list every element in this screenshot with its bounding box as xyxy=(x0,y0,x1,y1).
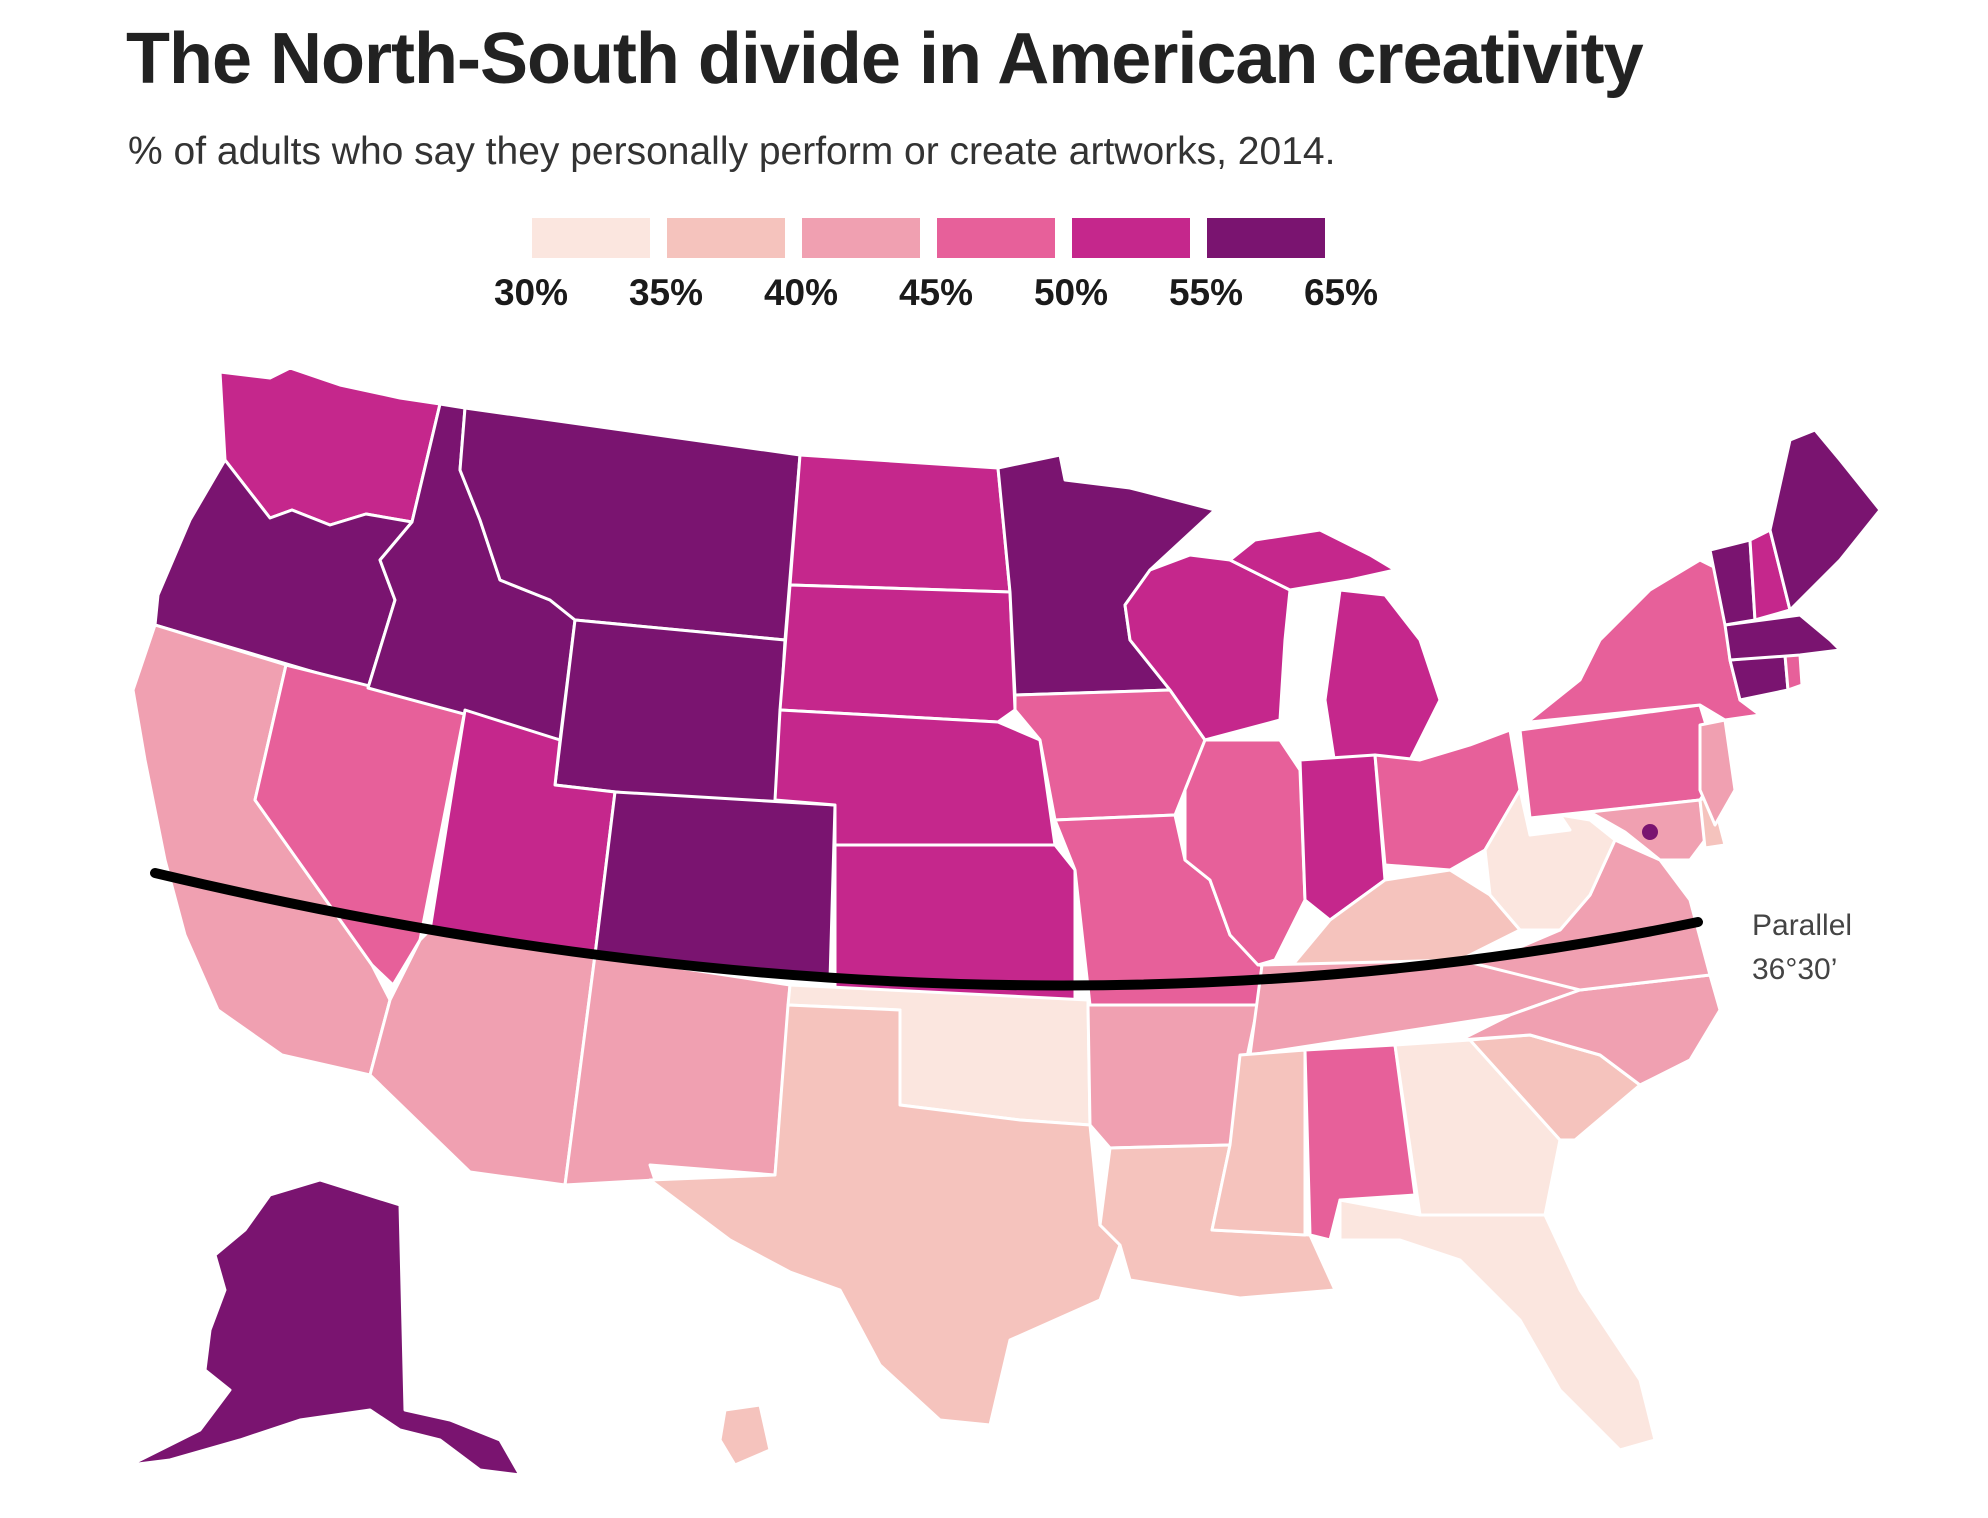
state-hawaii xyxy=(718,1403,772,1467)
state-illinois xyxy=(1183,738,1307,967)
state-alaska xyxy=(128,1178,522,1477)
state-connecticut xyxy=(1728,653,1790,702)
state-new-jersey xyxy=(1698,718,1737,827)
chart-title: The North-South divide in American creat… xyxy=(126,19,1644,99)
legend-swatch-40-45 xyxy=(802,218,920,258)
state-wyoming xyxy=(553,618,787,812)
state-rhode-island xyxy=(1783,653,1804,692)
state-massachusetts xyxy=(1723,613,1842,662)
state-new-mexico xyxy=(563,953,792,1187)
state-district-of-columbia xyxy=(1642,824,1658,840)
legend-swatch-55-65 xyxy=(1207,218,1325,258)
legend-swatch-35-40 xyxy=(667,218,785,258)
state-wisconsin xyxy=(1123,553,1292,742)
state-michigan xyxy=(1323,588,1442,767)
parallel-label-line1: Parallel xyxy=(1752,909,1853,942)
legend-swatch-30-35 xyxy=(532,218,650,258)
state-mississippi xyxy=(1210,1048,1307,1237)
state-north-dakota xyxy=(788,453,1012,594)
chart-subtitle: % of adults who say they personally perf… xyxy=(128,130,1336,173)
legend-swatch-45-50 xyxy=(937,218,1055,258)
legend-swatch-50-55 xyxy=(1072,218,1190,258)
legend-label-35: 35% xyxy=(628,272,704,313)
legend-label-40: 40% xyxy=(763,272,839,313)
state-florida xyxy=(1338,1198,1657,1452)
state-maine xyxy=(1768,428,1882,612)
state-north-carolina xyxy=(1458,973,1722,1087)
parallel-36-30-line xyxy=(150,868,1703,991)
state-georgia xyxy=(1393,1038,1562,1217)
legend-label-55: 55% xyxy=(1168,272,1244,313)
legend-label-30: 30% xyxy=(493,272,569,313)
state-colorado xyxy=(593,790,837,982)
legend-label-65: 65% xyxy=(1303,272,1379,313)
parallel-label-line2: 36°30’ xyxy=(1752,953,1838,986)
parallel-label: Parallel 36°30’ xyxy=(1752,904,1852,992)
legend-label-50: 50% xyxy=(1033,272,1109,313)
legend-label-45: 45% xyxy=(898,272,974,313)
state-michigan-up xyxy=(1228,528,1397,592)
state-texas xyxy=(648,1003,1122,1427)
state-west-virginia xyxy=(1483,788,1617,932)
state-kansas xyxy=(833,843,1077,1002)
state-south-dakota xyxy=(778,583,1017,724)
